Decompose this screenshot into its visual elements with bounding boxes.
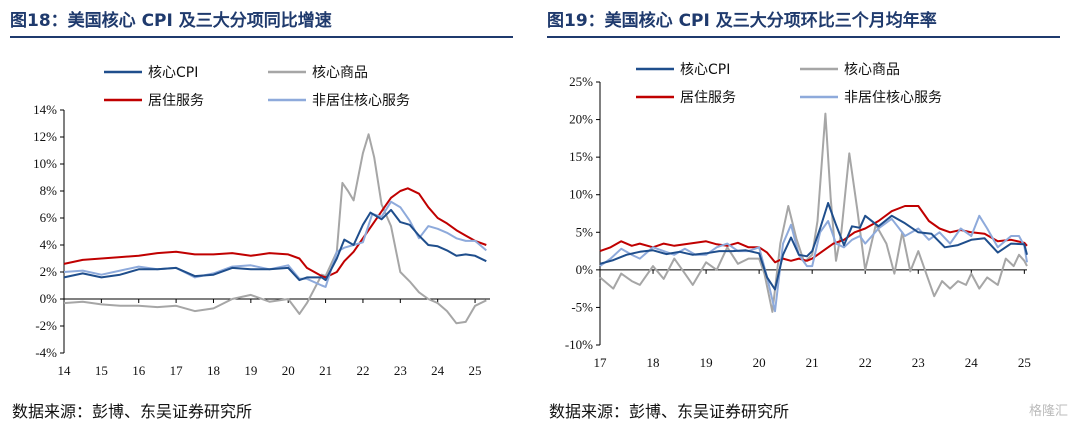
right-y-tick-label: 5%: [576, 224, 594, 239]
left-x-tick-label: 15: [95, 363, 108, 378]
left-y-tick-label: 4%: [40, 237, 58, 252]
right-chart-title: 图19：美国核心 CPI 及三大分项环比三个月均年率: [547, 11, 937, 31]
right-series-line-core-goods: [599, 112, 1028, 313]
left-source-note: 数据来源：彭博、东吴证券研究所: [12, 402, 253, 421]
left-x-tick-label: 20: [282, 363, 295, 378]
right-series-line-core-cpi: [599, 202, 1028, 291]
left-x-tick-label: 24: [431, 363, 445, 378]
left-x-tick-label: 21: [319, 363, 332, 378]
left-x-tick-label: 16: [132, 363, 146, 378]
left-x-tick-label: 23: [394, 363, 407, 378]
right-x-tick-label: 19: [700, 355, 713, 370]
left-x-tick-label: 25: [469, 363, 482, 378]
right-y-tick-label: 20%: [569, 112, 593, 127]
right-x-tick-label: 21: [806, 355, 819, 370]
left-x-tick-label: 19: [244, 363, 257, 378]
left-y-tick-label: -2%: [35, 318, 57, 333]
left-y-tick-label: 2%: [40, 264, 58, 279]
right-y-tick-label: -5%: [571, 299, 593, 314]
right-y-tick-label: 15%: [569, 149, 593, 164]
left-legend-label-core-goods: 核心商品: [312, 65, 368, 81]
right-legend: 核心CPI 核心商品 居住服务 非居住核心服务: [636, 62, 942, 106]
right-plot: -10% -5% 0% 5% 10% 15% 20% 25% 17 18 19 20 21 22 23 24 2…: [565, 74, 1031, 370]
right-y-tick-label: -10%: [565, 337, 593, 352]
watermark-logo: 格隆汇: [1028, 404, 1068, 419]
left-y-tick-label: 12%: [33, 129, 57, 144]
left-y-tick-label: 14%: [33, 102, 57, 117]
right-x-tick-label: 24: [965, 355, 979, 370]
right-legend-label-shelter: 居住服务: [680, 90, 736, 106]
right-y-tick-label: 10%: [569, 187, 593, 202]
right-x-tick-label: 23: [912, 355, 925, 370]
left-series-line-core-goods: [63, 133, 487, 325]
left-x-tick-label: 18: [207, 363, 220, 378]
left-y-tick-label: 8%: [40, 183, 58, 198]
left-y-tick-label: 10%: [33, 156, 57, 171]
left-series-line-non-shelter-services: [63, 200, 487, 288]
left-x-tick-label: 22: [356, 363, 369, 378]
left-plot: -4% -2% 0% 2% 4% 6% 8% 10% 12% 14% 14 15 16 17 18 19 20 2…: [33, 102, 490, 378]
right-y-tick-label: 25%: [569, 74, 593, 89]
left-legend-label-core-cpi: 核心CPI: [148, 65, 198, 81]
right-x-tick-label: 22: [859, 355, 872, 370]
left-y-tick-label: 6%: [40, 210, 58, 225]
left-series-line-core-cpi: [63, 208, 487, 282]
right-legend-label-core-cpi: 核心CPI: [680, 62, 730, 78]
right-x-tick-label: 18: [647, 355, 660, 370]
left-y-tick-label: 0%: [40, 291, 58, 306]
right-x-tick-label: 20: [753, 355, 766, 370]
left-y-tick-label: -4%: [35, 345, 57, 360]
right-x-tick-label: 17: [594, 355, 608, 370]
left-chart-title: 图18：美国核心 CPI 及三大分项同比增速: [10, 11, 332, 31]
left-x-tick-label: 14: [58, 363, 72, 378]
right-series-line-non-shelter-services: [599, 214, 1028, 313]
right-legend-label-non-shelter: 非居住核心服务: [844, 90, 942, 106]
right-title-rule: [547, 36, 1060, 38]
left-series-line-shelter: [63, 187, 487, 279]
right-legend-label-core-goods: 核心商品: [844, 62, 900, 78]
left-legend: 核心CPI 核心商品 居住服务 非居住核心服务: [104, 65, 410, 109]
left-legend-label-shelter: 居住服务: [148, 93, 204, 109]
right-x-tick-label: 25: [1018, 355, 1031, 370]
left-x-tick-label: 17: [170, 363, 184, 378]
left-legend-label-non-shelter: 非居住核心服务: [312, 93, 410, 109]
right-y-tick-label: 0%: [576, 262, 594, 277]
left-title-rule: [10, 36, 513, 38]
right-source-note: 数据来源：彭博、东吴证券研究所: [549, 402, 790, 421]
